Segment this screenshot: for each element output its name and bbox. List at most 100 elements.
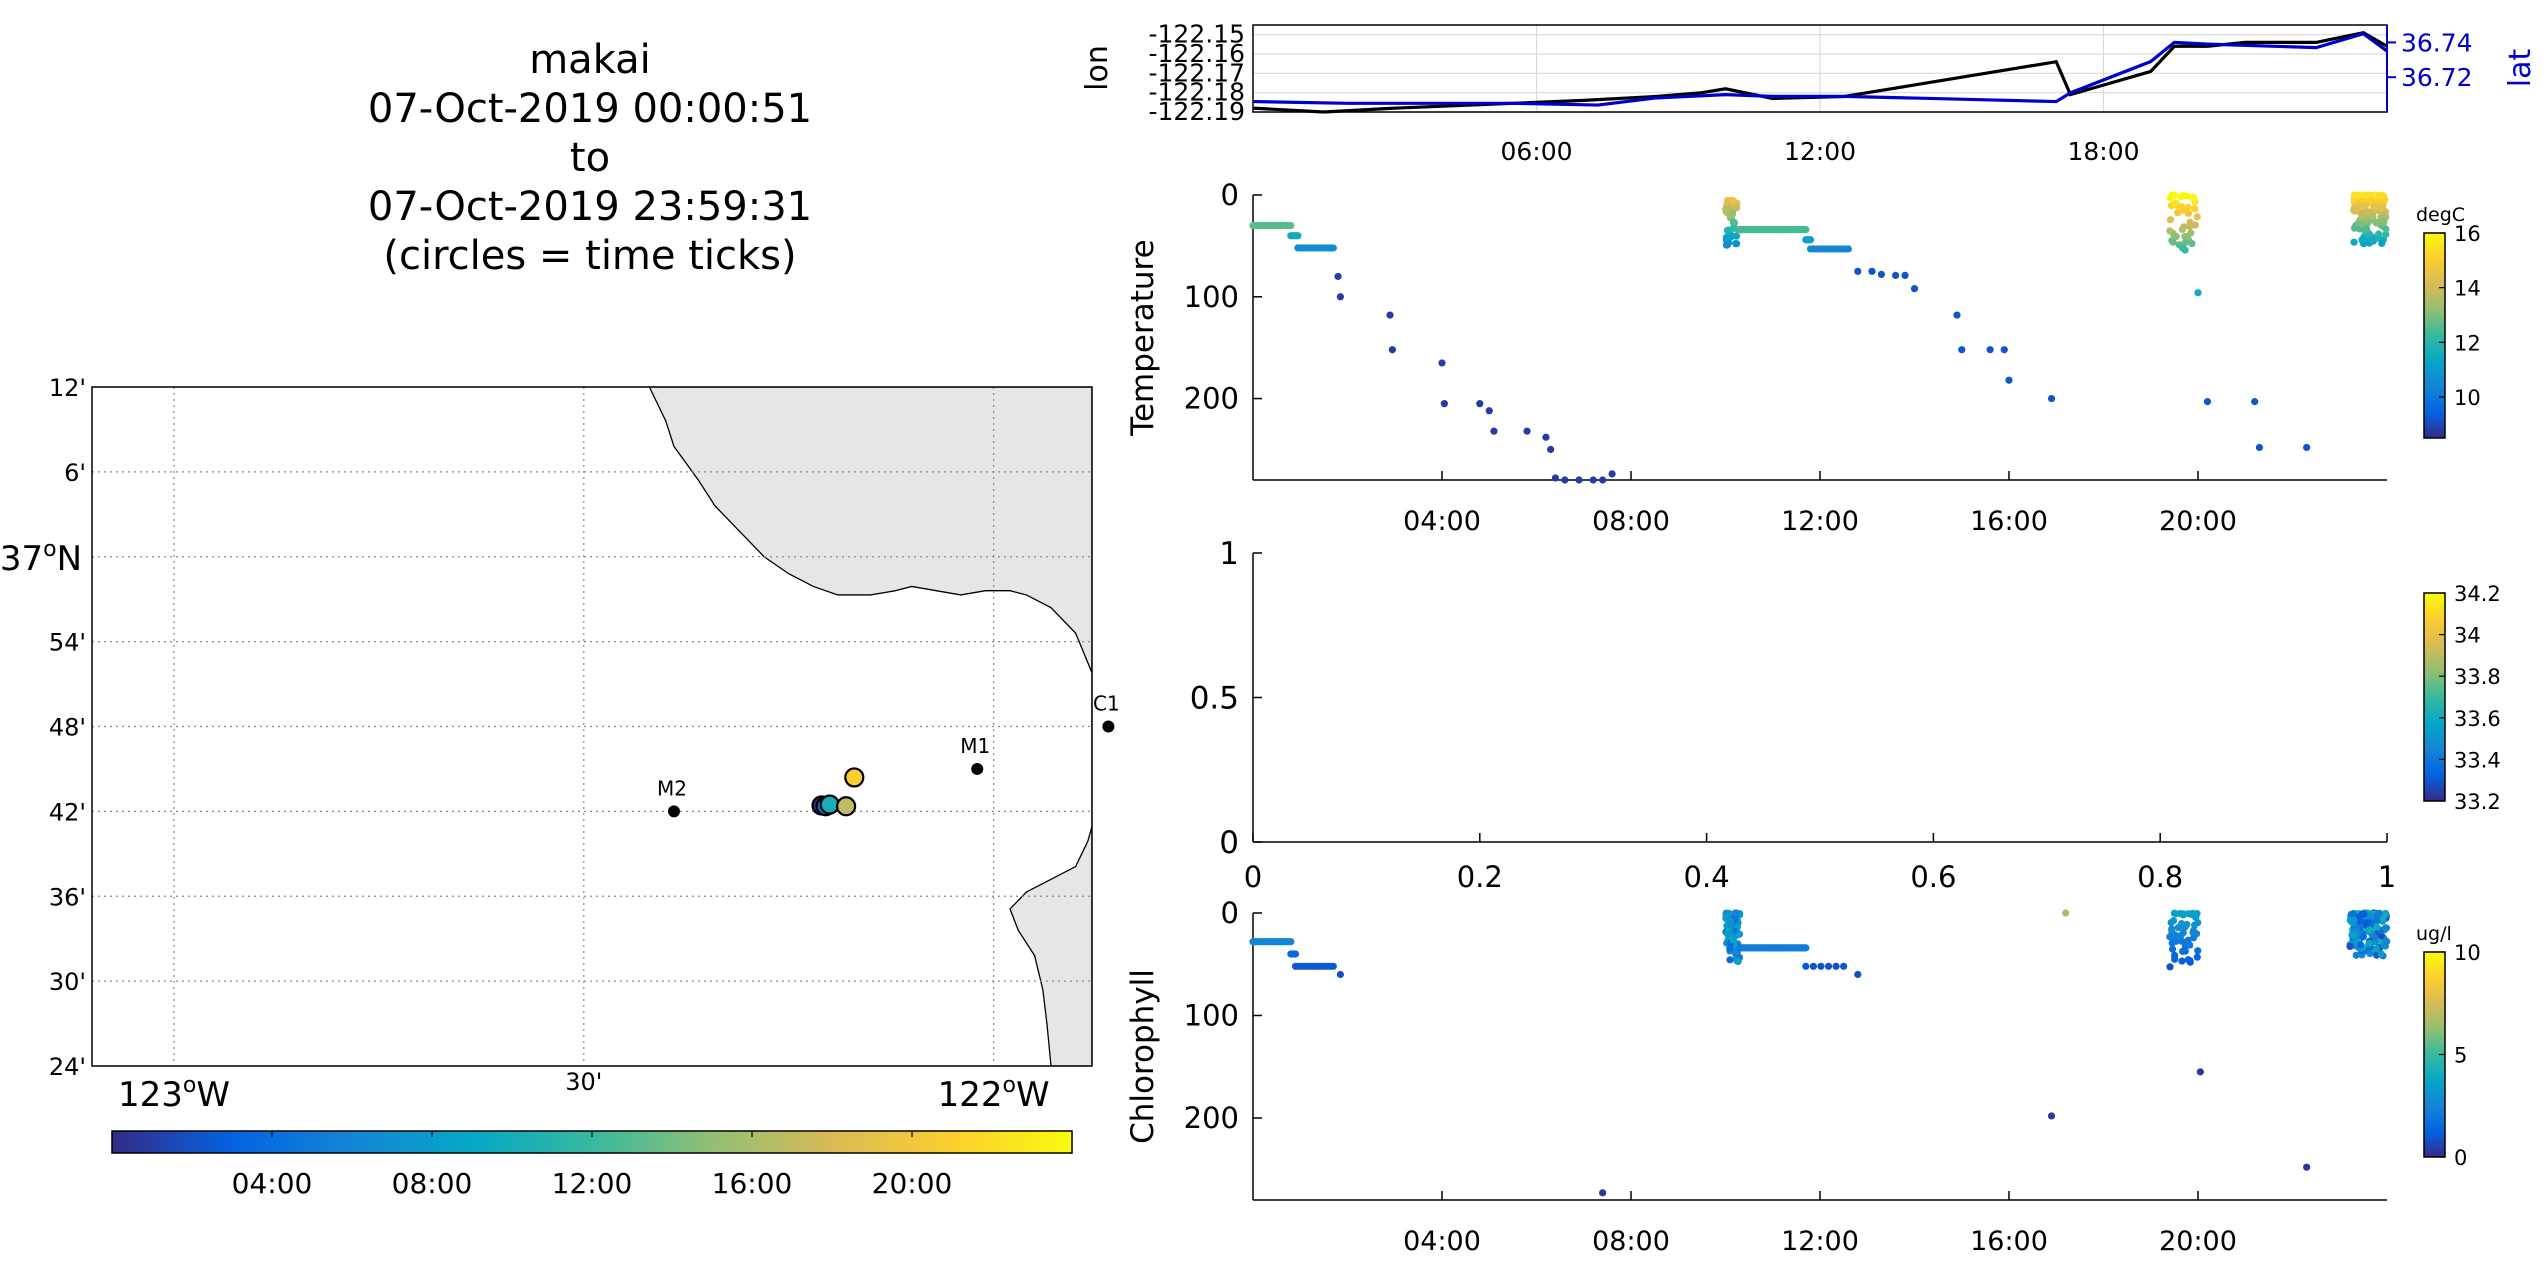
scatter-point [1727,233,1735,241]
lon-tick-label: -122.17 [1149,58,1246,87]
scatter-point [2167,918,2175,927]
scatter-point [2180,206,2188,214]
colorbar-tick-label: 04:00 [232,1167,313,1200]
scatter-point [2171,955,2179,963]
scatter-point [2187,229,2195,237]
scatter-point [2303,1163,2311,1171]
scatter-point [2372,945,2380,953]
scatter-point [1806,236,1815,244]
map-content [92,387,1092,1066]
scatter-point [2363,224,2371,233]
x-tick-label: 06:00 [1500,137,1572,166]
scatter-point [2174,923,2182,932]
x-tick-label: 0.6 [1910,860,1956,894]
scatter-point [1329,962,1337,970]
scatter-point [2377,932,2385,940]
scatter-point [2166,933,2174,941]
scatter-point [1892,271,1900,280]
lon-tick-label: -122.16 [1149,39,1246,68]
scatter-point [2191,205,2199,213]
scatter-point [1726,930,1734,938]
scatter-point [1730,218,1738,227]
scatter-point [2350,191,2358,199]
scatter-point [2183,192,2191,200]
scatter-point [1877,270,1886,278]
x-tick-label: 1 [2378,860,2396,894]
scatter-point [2181,246,2189,254]
scatter-point [2166,216,2175,224]
scatter-point [2179,910,2187,918]
colorbar-tick-label: 12:00 [552,1167,633,1200]
scatter-point [1844,245,1852,253]
lon-tick-label: 122oW [938,1073,1050,1115]
scatter-point [2371,191,2380,199]
scatter-point [1294,232,1302,240]
x-tick-label: 04:00 [1403,1226,1481,1257]
scatter-point [2369,212,2377,220]
track-time-circle [844,767,865,788]
scatter-point [2179,929,2187,937]
lat-tick-label: 12' [49,374,86,402]
x-tick-label: 18:00 [2067,137,2139,166]
lon-tick-label: -122.18 [1149,78,1246,107]
title-line-name: makai [529,37,651,83]
scatter-point [2375,909,2383,917]
y-axis-label: Temperature [1125,239,1161,436]
scatter-point [2364,918,2372,926]
scatter-point [2193,213,2201,221]
scatter-point [1329,244,1337,252]
lat-tick-label: 36' [49,883,86,911]
y-tick-label: 0.5 [1190,681,1239,717]
colorbar-tick-label: 0 [2454,1146,2467,1170]
scatter-point [2352,951,2360,959]
lat-tick-label: 6' [64,459,86,487]
lat-tick-label: 30' [49,968,86,996]
x-tick-label: 16:00 [1970,506,2048,537]
x-tick-label: 08:00 [1592,506,1670,537]
mooring-label-m2: M2 [657,776,687,800]
scatter-point [1802,944,1810,952]
x-tick-label: 12:00 [1784,137,1856,166]
scatter-point [1485,407,1493,415]
lat-tick-label: 48' [49,714,86,742]
scatter-point [2191,910,2200,919]
track-time-circle [819,794,840,815]
lat-tick-label: 36.74 [2401,28,2473,57]
scatter-point [2349,910,2357,919]
colorbar-tick-label: 16:00 [712,1167,793,1200]
scatter-point [2371,933,2379,941]
scatter-point [2350,916,2358,924]
scatter-point [2191,921,2199,929]
lon-axis-label: lon [1080,45,1115,91]
scatter-point [1599,1189,1607,1197]
lon-tick-label: -122.15 [1149,20,1246,49]
scatter-point [1287,221,1295,230]
scatter-point [2255,443,2264,452]
colorbar-tick-label: 10 [2454,386,2481,410]
x-tick-label: 0.4 [1684,860,1730,894]
lat-tick-label: 37oN [0,537,82,579]
scatter-point [1854,267,1862,275]
lat-series-line [1252,31,2388,107]
y-tick-label: 1 [1219,536,1239,572]
lat-tick-label: 36.72 [2401,63,2473,92]
map-panel: 12' 6' 37oN 54' 48' 42' 36' 30' 24' 123oW 30' 122oW… [0,374,1120,1200]
y-tick-label: 0 [1221,896,1239,930]
scatter-point [1854,970,1862,979]
scatter-point [2356,941,2365,949]
x-tick-label: 04:00 [1403,506,1481,537]
x-tick-label: 12:00 [1781,1226,1859,1257]
scatter-point [1824,962,1833,970]
colorbar-tick-label: 33.4 [2454,748,2501,772]
scatter-point [2189,934,2198,942]
scatter-points [1249,909,2391,1197]
mooring-label-c1: C1 [1093,692,1120,716]
y-axis-label: Chlorophyll [1125,969,1161,1144]
mooring-marker-m2 [667,805,680,818]
scatter-point [2166,227,2174,235]
scatter-point [1817,962,1825,970]
scatter-point [2367,235,2375,244]
scatter-point [2191,221,2199,229]
colorbar-units-label: degC [2416,204,2465,226]
scatter-point [1291,950,1300,958]
